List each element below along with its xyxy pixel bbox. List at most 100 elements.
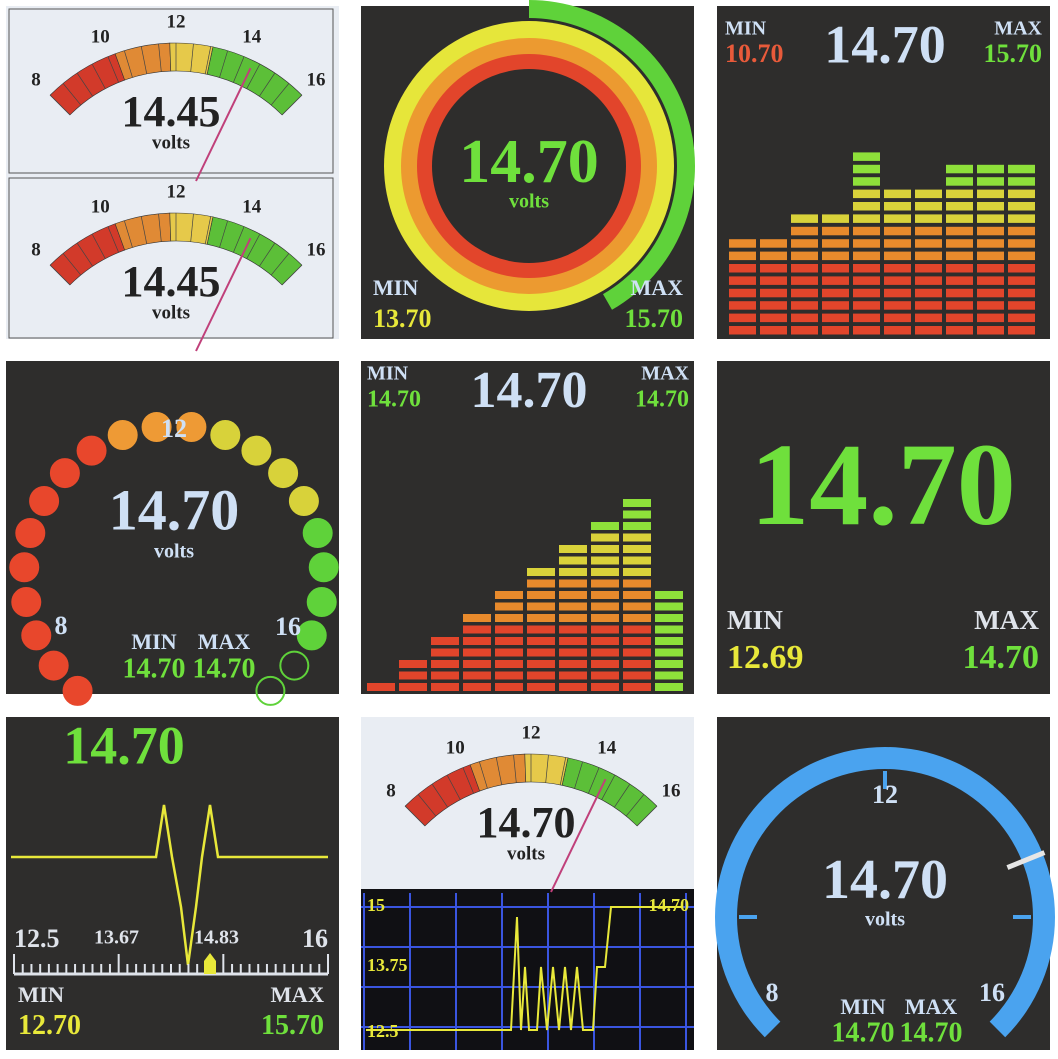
reading: 14.70 [471,362,588,419]
bar-segment [884,214,911,223]
bar-segment [655,625,683,634]
bar-segment [946,202,973,211]
bar-segment [760,313,787,323]
meter-tick [417,794,437,817]
dot [11,587,42,618]
bar-segment [760,288,787,298]
bar-segment [977,276,1004,285]
bar-segment [1008,251,1035,261]
bar-segment [1008,301,1035,310]
bar-segment [559,614,587,622]
bar-segment [915,239,942,248]
bar-segment [791,313,818,323]
bar-segment [623,533,651,542]
meter-tick [233,56,245,83]
bar-segment [1008,276,1035,285]
bar-segment [977,264,1004,273]
bar-segment [853,264,880,273]
meter-tick [204,46,212,74]
bar-segment [463,637,491,645]
bar-segment [853,164,880,174]
bar-segment [655,591,683,599]
bar-segment [591,579,619,588]
bar-segment [977,288,1004,298]
bar-segment [559,637,587,645]
max-label: MAX [641,363,689,385]
bar-segment [946,288,973,298]
bar-segment [884,276,911,285]
bar-segment [760,264,787,273]
panel: 14.70 MIN 12.69 MAX 14.70 [717,361,1050,694]
meter-tick [246,63,261,89]
bar-segment [399,660,427,668]
bar-segment [853,251,880,261]
dot [268,458,299,489]
meter-tick [588,767,600,794]
meter-tick [431,783,448,808]
meter-tick [62,253,82,276]
bar-segment [495,602,523,611]
min-label: MIN [18,982,64,1007]
bar-segment [729,288,756,298]
bar-segment [623,671,651,680]
bar-segment [623,522,651,530]
scale-label: 10 [446,737,465,758]
max-value: 15.70 [625,304,684,333]
min-label: MIN [725,18,767,40]
bar-segment [559,625,587,634]
dot [306,587,337,618]
bar-segment [791,264,818,273]
max-value: 14.70 [635,387,689,413]
bar-segment [655,683,683,691]
meter-tick [123,50,133,78]
bar-segment [884,264,911,273]
reading: 14.70 [822,849,948,911]
bar-segment [760,251,787,261]
bar-segment [623,499,651,507]
meter-tick [446,774,461,800]
scale-label: 8 [31,69,41,90]
meter-tick [49,94,71,116]
bar-segment [623,683,651,691]
bar-segment [822,276,849,285]
scale-label: 12 [872,780,898,809]
scale-label: 12 [522,722,541,743]
bar-segment [822,226,849,236]
bar-segment [623,602,651,611]
bar-segment [591,671,619,680]
bar-segment [559,683,587,691]
bar-segment [527,648,555,657]
bar-segment [822,239,849,248]
bar-segment [527,671,555,680]
meter-tick [49,264,71,286]
bar-segment [591,683,619,691]
graph-label: 15 [367,895,385,915]
bar-segment [367,683,395,691]
bar-segment [884,239,911,248]
max-label: MAX [994,18,1042,40]
scale-label: 13.67 [94,927,139,949]
dot [29,486,60,516]
dot [302,517,333,548]
max-value: 15.70 [984,39,1043,68]
bar-segment [655,648,683,657]
dot [288,486,319,516]
bar-segment [822,251,849,261]
bar-segment [977,301,1004,310]
bar-segment [1008,288,1035,298]
bar-segment [915,326,942,335]
bar-segment [623,579,651,588]
dot [21,620,52,651]
bar-segment [559,545,587,553]
meter-tick [462,767,474,794]
meter-tick [140,46,148,74]
bar-segment [946,301,973,310]
reading: 14.70 [824,14,946,74]
scale-label: 16 [307,239,326,260]
graph-label: 13.75 [367,955,408,975]
bar-segment [1008,214,1035,223]
bar-segment [591,591,619,599]
needle [195,67,252,182]
